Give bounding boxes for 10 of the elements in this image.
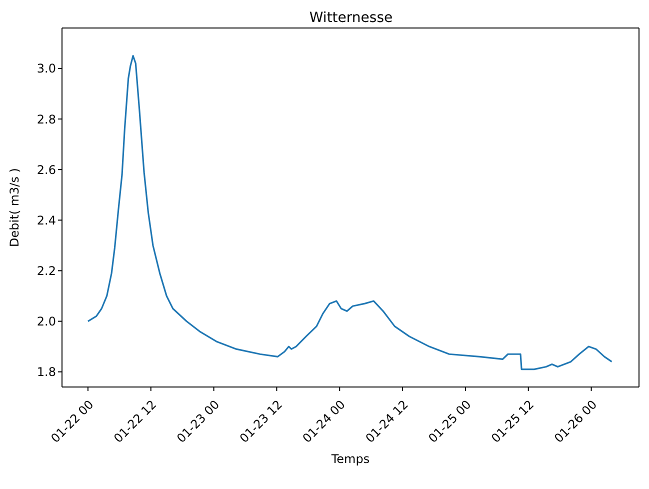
y-tick-label: 2.2 [36,264,56,278]
y-tick-label: 2.8 [36,112,56,126]
x-axis-title: Temps [330,452,370,466]
y-axis-title: Debit( m3/s ) [7,168,22,247]
y-tick-label: 2.0 [36,314,56,329]
y-tick-label: 2.4 [36,213,56,228]
y-tick-label: 1.8 [36,365,56,380]
y-tick-label: 2.6 [36,162,56,177]
chart-title: Witternesse [308,10,394,26]
y-tick-label: 3.0 [36,62,56,76]
